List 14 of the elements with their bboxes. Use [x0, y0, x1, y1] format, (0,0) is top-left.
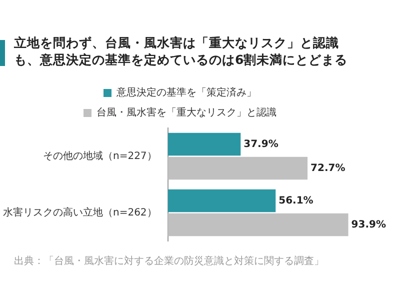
y-tick-label: その他の地域（n=227）	[42, 150, 157, 162]
data-label: 56.1%	[278, 195, 314, 206]
y-tick-label: 水害リスクの高い立地（n=262）	[2, 206, 157, 218]
legend-label: 意思決定の基準を「策定済み」	[116, 86, 256, 99]
bar	[168, 213, 348, 236]
data-label: 93.9%	[351, 219, 386, 230]
chart-title: 立地を問わず、台風・風水害は「重大なリスク」と認識も、意思決定の基準を定めているのは6割未満にとどまる	[14, 34, 349, 68]
bar	[168, 132, 241, 156]
bar	[168, 189, 276, 212]
legend-label: 台風・風水害を「重大なリスク」と認識	[96, 106, 276, 119]
source-note: 出典：「台風・風水害に対する企業の防災意識と対策に関する調査」	[14, 254, 324, 268]
data-label: 72.7%	[310, 162, 346, 174]
bar	[168, 156, 308, 180]
data-label: 37.9%	[244, 138, 278, 150]
